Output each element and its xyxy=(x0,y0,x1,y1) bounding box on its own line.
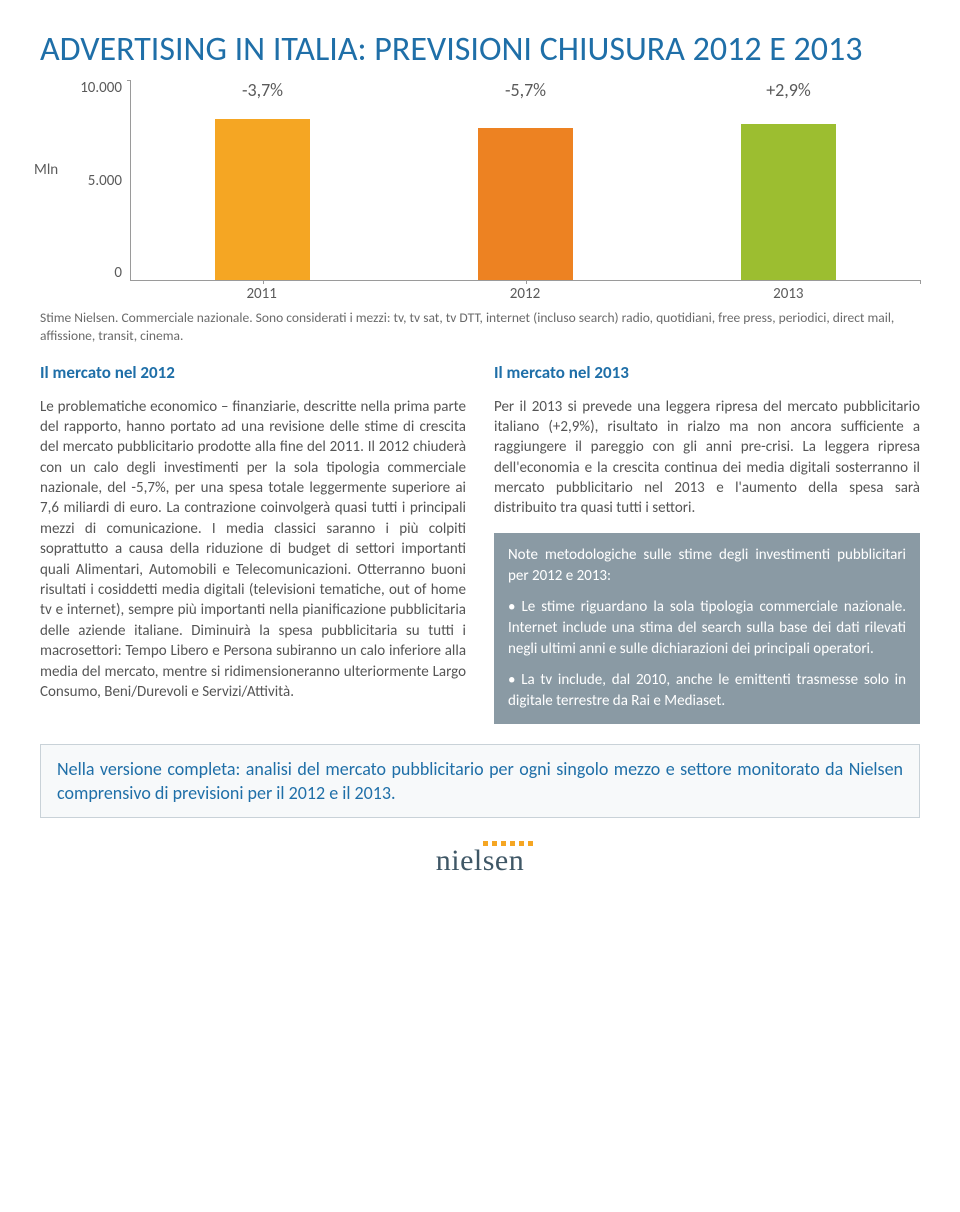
bar-value-label: -5,7% xyxy=(505,79,546,101)
y-tick: 10.000 xyxy=(80,81,122,96)
bar-2013 xyxy=(741,124,836,280)
x-tick: 2012 xyxy=(393,285,656,303)
body-columns: Il mercato nel 2012 Le problematiche eco… xyxy=(40,362,920,724)
y-tick: 0 xyxy=(114,266,122,281)
left-heading: Il mercato nel 2012 xyxy=(40,362,466,383)
right-body-text: Per il 2013 si prevede una leggera ripre… xyxy=(494,397,920,519)
left-column: Il mercato nel 2012 Le problematiche eco… xyxy=(40,362,466,724)
bar-2011 xyxy=(215,119,310,280)
bar-slot: +2,9% xyxy=(657,81,920,280)
bar-value-label: +2,9% xyxy=(766,79,811,101)
bar-value-label: -3,7% xyxy=(242,79,283,101)
left-body-text: Le problematiche economico – finanziarie… xyxy=(40,397,466,703)
chart-y-axis: 10.000 Mln 5.000 0 xyxy=(40,81,130,281)
chart-plot-area: -3,7% -5,7% +2,9% xyxy=(130,81,920,281)
y-tick: 5.000 xyxy=(88,174,122,189)
bar-2012 xyxy=(478,128,573,280)
nielsen-logo: nielsen xyxy=(427,841,533,878)
methodology-note-box: Note metodologiche sulle stime degli inv… xyxy=(494,533,920,724)
note-bullet: • La tv include, dal 2010, anche le emit… xyxy=(508,670,906,712)
chart-source-note: Stime Nielsen. Commerciale nazionale. So… xyxy=(40,309,920,345)
right-column: Il mercato nel 2013 Per il 2013 si preve… xyxy=(494,362,920,724)
chart-x-axis: 2011 2012 2013 xyxy=(130,285,920,303)
logo-container: nielsen xyxy=(40,832,920,878)
revenue-chart: 10.000 Mln 5.000 0 -3,7% -5,7% +2,9% xyxy=(40,81,920,303)
bar-slot: -5,7% xyxy=(394,81,657,280)
page-title: ADVERTISING IN ITALIA: PREVISIONI CHIUSU… xyxy=(40,30,920,69)
right-heading: Il mercato nel 2013 xyxy=(494,362,920,383)
logo-text: nielsen xyxy=(436,844,524,878)
x-tick: 2011 xyxy=(130,285,393,303)
note-title: Note metodologiche sulle stime degli inv… xyxy=(508,545,906,587)
x-tick: 2013 xyxy=(657,285,920,303)
y-axis-label: Mln xyxy=(34,161,58,179)
bar-slot: -3,7% xyxy=(131,81,394,280)
footer-callout: Nella versione completa: analisi del mer… xyxy=(40,744,920,819)
note-bullet: • Le stime riguardano la sola tipologia … xyxy=(508,597,906,660)
